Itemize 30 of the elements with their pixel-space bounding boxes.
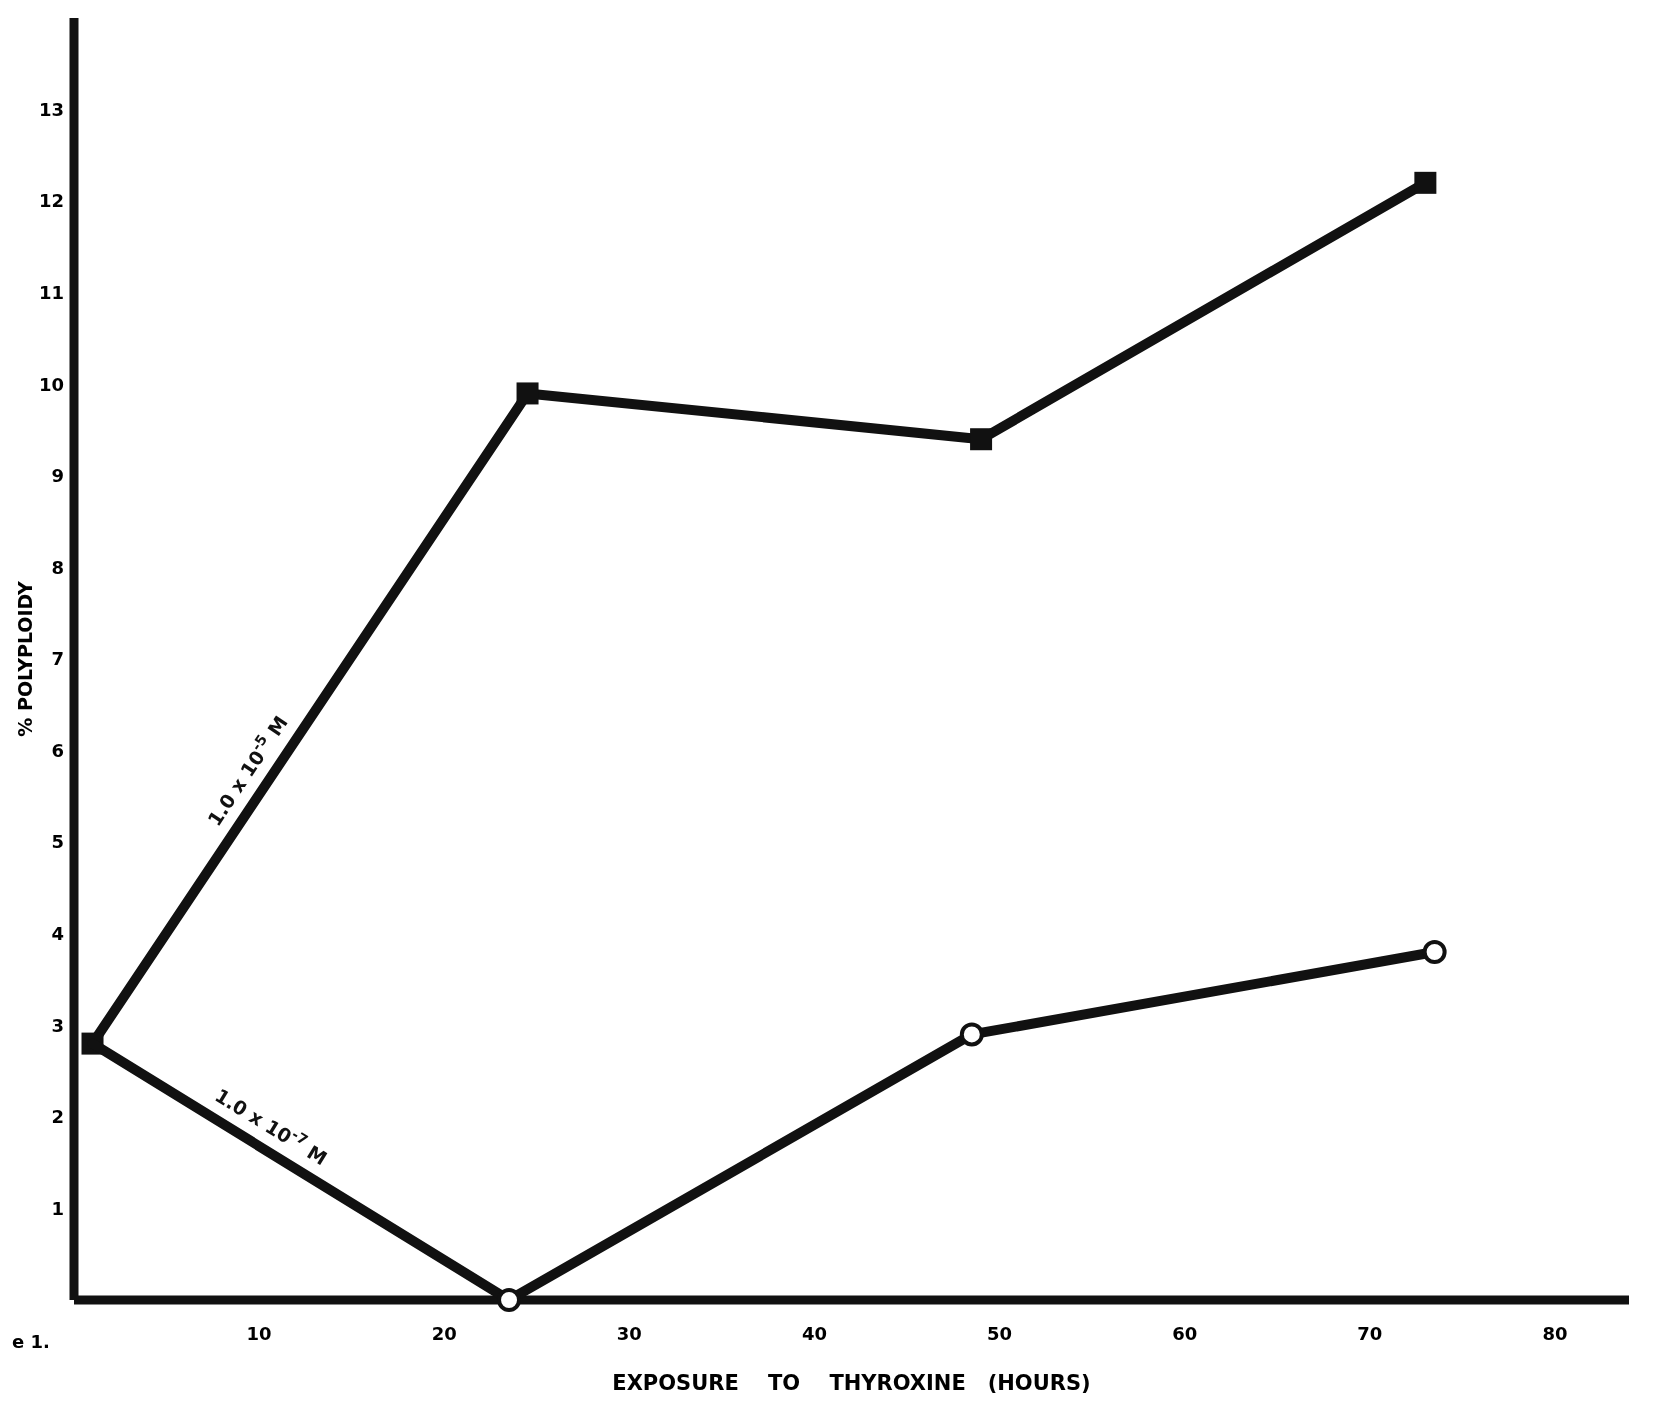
x-tick-label: 70 — [1357, 1323, 1383, 1344]
x-tick-label: 20 — [431, 1323, 457, 1344]
y-tick-label: 2 — [51, 1106, 64, 1128]
x-tick-label: 40 — [801, 1323, 828, 1344]
x-tick-label: 50 — [987, 1323, 1013, 1344]
y-tick-label: 1 — [51, 1197, 64, 1219]
y-tick-label: 9 — [51, 465, 64, 487]
point — [497, 1288, 522, 1312]
y-tick-label: 7 — [51, 648, 64, 670]
x-tick-label: 10 — [246, 1323, 272, 1344]
x-tick-label: 80 — [1542, 1323, 1568, 1344]
y-tick-label: 6 — [51, 739, 64, 761]
y-tick-label: 12 — [38, 190, 64, 212]
y-tick-label: 8 — [51, 556, 64, 578]
x-tick-label: 60 — [1172, 1323, 1198, 1344]
y-tick-label: 10 — [38, 373, 64, 395]
x-tick-label: 30 — [616, 1323, 642, 1344]
text: e 1. — [12, 1331, 50, 1352]
y-tick-label: 5 — [51, 831, 64, 853]
y-tick-label: 13 — [38, 98, 64, 120]
point — [959, 1022, 984, 1047]
point — [1414, 171, 1437, 194]
point — [516, 382, 539, 405]
y-axis-title: % POLYPLOIDY — [14, 581, 36, 737]
x-axis-title: EXPOSURE TO THYROXINE (HOURS) — [612, 1371, 1091, 1395]
point — [970, 428, 993, 451]
point — [1422, 940, 1447, 965]
y-tick-label: 3 — [51, 1014, 64, 1036]
y-tick-label: 4 — [51, 923, 64, 945]
y-tick-label: 11 — [38, 282, 64, 304]
